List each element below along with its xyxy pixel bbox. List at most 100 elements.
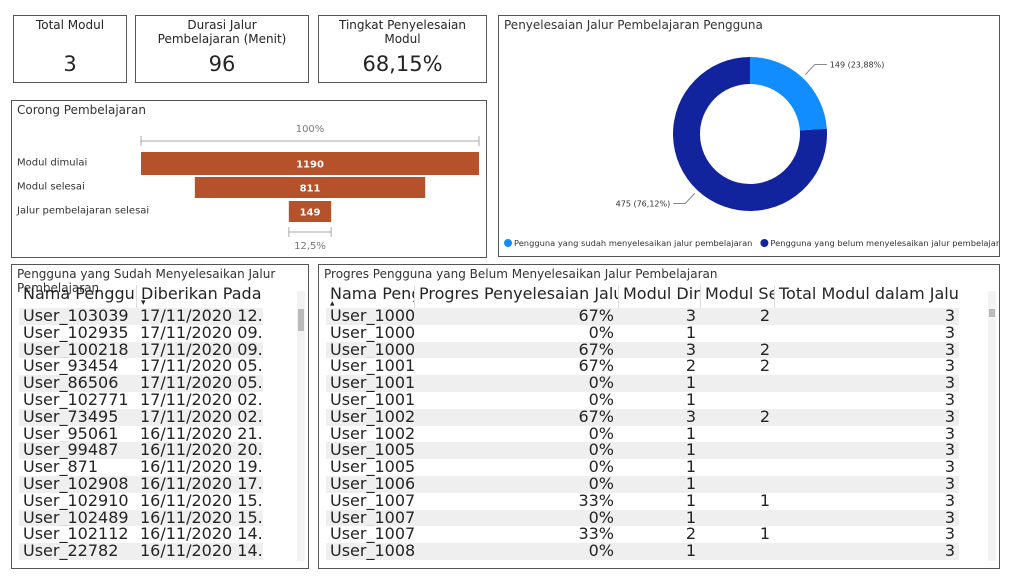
data-label: 149 (23,88%) [830, 60, 885, 69]
table-cell: User_100218 [23, 341, 129, 359]
table-row: User_102489 16/11/2020 15.17.57 [19, 509, 263, 527]
table-cell: 3 [944, 425, 955, 443]
table-row: User_100659 0% 1 3 [326, 476, 959, 493]
sort-arrow: ▾ [330, 298, 335, 308]
card-value: 3 [63, 52, 77, 76]
table-cell: 2 [685, 358, 696, 376]
table-cell: 1 [685, 509, 696, 527]
table-cell: 2 [759, 408, 770, 426]
table-cell: 17/11/2020 09.57.19 [140, 324, 263, 342]
table-cell: 3 [944, 324, 955, 342]
table-cell: 67% [578, 358, 614, 376]
data-label: 811 [300, 184, 321, 195]
column-header[interactable]: Nama Pengguna [23, 285, 136, 303]
table-row: User_102935 17/11/2020 09.57.19 [19, 325, 263, 342]
table-row: User_100282 0% 1 3 [326, 426, 959, 443]
table-title: Pengguna yang Sudah Menyelesaikan Jalur … [17, 267, 276, 295]
donut-panel: Penyelesaian Jalur Pembelajaran Pengguna… [498, 15, 1000, 257]
table-cell: 2 [759, 341, 770, 359]
table-cell: 17/11/2020 02.47.21 [140, 392, 263, 409]
table-cell: 3 [944, 442, 955, 460]
funnel-bar [288, 201, 332, 222]
table-cell: 1 [759, 492, 770, 510]
table-cell: 2 [685, 526, 696, 544]
table-cell: User_100659 [330, 476, 414, 493]
table-cell: 3 [944, 526, 955, 544]
funnel-panel: Corong Pembelajaran 100% 1190 Modul dimula… [11, 100, 487, 258]
column-header[interactable]: Total Modul dalam Jalur Pembelajaran [774, 285, 959, 308]
table-cell: 3 [944, 375, 955, 392]
table-cell: User_100714 [330, 492, 414, 510]
column-header[interactable]: Diberikan Pada ▾ [136, 285, 263, 308]
table-cell: User_100815 [330, 543, 414, 560]
funnel-chart: 100% 1190 Modul dimulai 811 Modul selesai 149… [16, 124, 480, 252]
table-row: User_100077 0% 1 3 [326, 325, 959, 342]
scrollbar[interactable] [297, 291, 305, 561]
percent-label: 100% [296, 124, 325, 135]
table-row: User_103039 17/11/2020 12.06.50 [19, 308, 263, 325]
table-cell: 16/11/2020 17.03.11 [140, 476, 263, 493]
table-cell [700, 459, 774, 476]
column-header[interactable]: Progres Penyelesaian Jalur Pembelajaran [414, 285, 618, 308]
donut-slice [673, 57, 827, 211]
table-cell: 3 [944, 358, 955, 376]
legend-label: Pengguna yang sudah menyelesaikan jalur … [514, 238, 752, 248]
column-header[interactable]: Modul Dimulai [618, 285, 700, 308]
table-row: User_95061 16/11/2020 21.41.28 [19, 426, 263, 443]
table-row: User_86506 17/11/2020 05.31.30 [19, 375, 263, 392]
table-cell [700, 325, 774, 342]
table-cell [700, 543, 774, 560]
table-row: User_100151 67% 2 2 3 [326, 358, 959, 375]
table-cell: 1 [685, 459, 696, 476]
table-row: User_871 16/11/2020 19.21.41 [19, 459, 263, 476]
table-cell: User_100193 [330, 392, 414, 409]
column-header[interactable]: Nama Pengguna▾ [326, 285, 414, 308]
table-cell: User_100220 [330, 408, 414, 426]
table-cell: 33% [578, 492, 614, 510]
table-cell: 0% [588, 509, 614, 527]
legend-marker [760, 239, 769, 247]
table-row: User_102908 16/11/2020 17.03.11 [19, 476, 263, 493]
leader-line [673, 192, 696, 205]
table-cell: 1 [759, 526, 770, 544]
table-cell: 17/11/2020 05.31.30 [140, 375, 263, 392]
table-cell: User_102112 [23, 526, 129, 544]
table-cell: 67% [578, 408, 614, 426]
table-cell: 1 [685, 442, 696, 460]
table-cell: 3 [944, 476, 955, 493]
card-value: 96 [208, 52, 236, 76]
data-label: 1190 [296, 160, 324, 171]
table-cell: 16/11/2020 14.41.04 [140, 526, 263, 544]
table-row: User_100218 17/11/2020 09.12.57 [19, 341, 263, 359]
table-row: User_100220 67% 3 2 3 [326, 408, 959, 426]
scrollbar[interactable] [988, 291, 996, 561]
table-cell: 1 [685, 492, 696, 510]
table-cell: 3 [685, 308, 696, 325]
table-cell: User_102771 [23, 392, 129, 409]
table-cell: 3 [944, 509, 955, 527]
column-header[interactable]: Modul Selesai [700, 285, 774, 308]
table-cell: User_99487 [23, 442, 119, 460]
table-cell: User_100151 [330, 358, 414, 376]
table-cell: User_100282 [330, 425, 414, 443]
table-cell: 1 [685, 392, 696, 409]
table-cell: 3 [944, 543, 955, 560]
table-cell [700, 375, 774, 392]
table-row: User_100715 0% 1 3 [326, 509, 959, 527]
table-cell: 3 [944, 341, 955, 359]
table-cell [700, 392, 774, 409]
table-row: User_10055 0% 1 3 [326, 459, 959, 476]
card-value: 68,15% [362, 52, 443, 76]
table-cell [700, 510, 774, 527]
table-row: User_102112 16/11/2020 14.41.04 [19, 526, 263, 543]
table-cell: 0% [588, 425, 614, 443]
table-title: Progres Pengguna yang Belum Menyelesaika… [324, 267, 718, 281]
table-cell: User_22782 [23, 543, 119, 560]
table-cell: User_100523 [330, 442, 414, 460]
table-cell: User_102935 [23, 324, 129, 342]
table-cell: User_95061 [23, 425, 119, 443]
table-row: User_93454 17/11/2020 05.16.02 [19, 358, 263, 375]
table-cell: User_100045 [330, 308, 414, 325]
table-cell: 3 [944, 392, 955, 409]
